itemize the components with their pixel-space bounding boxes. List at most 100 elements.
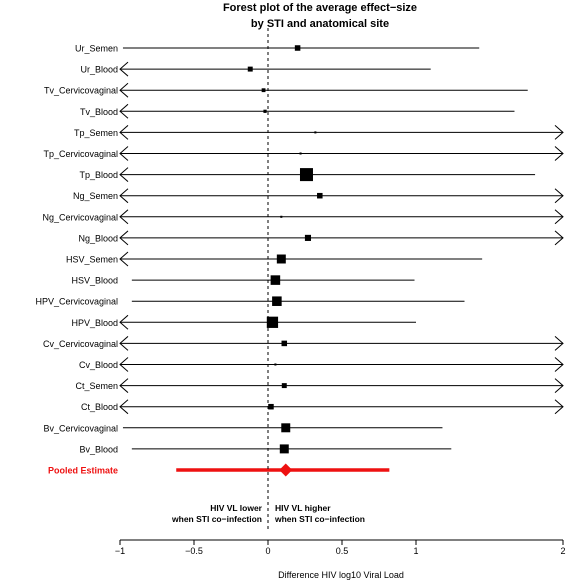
study-row: Cv_Blood xyxy=(79,357,564,372)
effect-size-box xyxy=(276,254,286,264)
annotation-left-line1: HIV VL lower xyxy=(210,503,262,513)
study-row: Ct_Blood xyxy=(81,399,564,415)
ci-left-arrow xyxy=(119,399,129,415)
pooled-estimate-row: Pooled Estimate xyxy=(48,463,390,477)
study-row: Ur_Semen xyxy=(75,44,480,54)
ci-left-arrow xyxy=(119,61,129,77)
effect-size-box xyxy=(263,109,267,113)
ci-left-arrow xyxy=(119,103,129,119)
ci-right-arrow xyxy=(554,146,564,161)
x-tick-label: 2 xyxy=(560,546,565,556)
x-axis: −1 −0.5 0 0.5 1 2 xyxy=(115,539,566,556)
row-label: Bv_Blood xyxy=(79,444,118,454)
effect-size-box xyxy=(304,234,312,241)
ci-left-arrow xyxy=(119,209,129,225)
x-tick-label: 0.5 xyxy=(336,546,349,556)
ci-right-arrow xyxy=(554,125,564,140)
effect-size-box xyxy=(294,45,301,51)
ci-right-arrow xyxy=(554,336,564,351)
study-row: HSV_Blood xyxy=(71,275,415,286)
effect-size-box xyxy=(272,296,282,306)
effect-size-box xyxy=(274,363,277,366)
annotation-left-line2: when STI co−infection xyxy=(171,514,262,524)
effect-size-box xyxy=(279,444,289,454)
effect-size-box xyxy=(314,131,317,134)
study-row: Tv_Blood xyxy=(80,103,515,119)
study-row: HPV_Cervicovaginal xyxy=(35,296,465,307)
row-label: Ng_Cervicovaginal xyxy=(42,212,118,222)
effect-size-box xyxy=(299,152,302,155)
row-label: HSV_Semen xyxy=(66,255,118,265)
study-row: HSV_Semen xyxy=(66,251,483,267)
effect-size-box xyxy=(247,66,253,72)
study-row: Bv_Blood xyxy=(79,444,452,454)
direction-annotations: HIV VL lower when STI co−infection HIV V… xyxy=(171,503,365,524)
study-row: Ng_Cervicovaginal xyxy=(42,209,564,225)
row-label: Ur_Semen xyxy=(75,44,118,54)
chart-title-line1: Forest plot of the average effect−size xyxy=(223,2,417,14)
study-row: Tv_Cervicovaginal xyxy=(44,82,528,98)
study-row: Tp_Blood xyxy=(79,167,536,182)
effect-size-box xyxy=(281,383,287,389)
ci-right-arrow xyxy=(554,188,564,204)
row-label: Ur_Blood xyxy=(80,65,118,75)
row-label: HPV_Cervicovaginal xyxy=(35,297,118,307)
effect-size-box xyxy=(280,215,283,218)
effect-size-box xyxy=(266,316,279,328)
effect-size-box xyxy=(261,88,266,93)
study-row: Ct_Semen xyxy=(75,378,564,393)
ci-right-arrow xyxy=(554,378,564,393)
study-row: Ng_Blood xyxy=(78,230,564,246)
pooled-estimate-label: Pooled Estimate xyxy=(48,466,118,476)
ci-left-arrow xyxy=(119,167,129,182)
ci-left-arrow xyxy=(119,188,129,204)
x-axis-label: Difference HIV log10 Viral Load xyxy=(278,570,404,580)
effect-size-box xyxy=(270,275,281,285)
effect-size-box xyxy=(299,168,313,182)
row-label: Tv_Cervicovaginal xyxy=(44,86,118,96)
ci-left-arrow xyxy=(119,378,129,393)
row-label: Cv_Cervicovaginal xyxy=(43,339,118,349)
ci-right-arrow xyxy=(554,209,564,225)
row-label: HPV_Blood xyxy=(71,318,118,328)
annotation-right-line1: HIV VL higher xyxy=(275,503,331,513)
row-label: Tp_Blood xyxy=(79,170,118,180)
effect-size-box xyxy=(281,340,288,347)
study-row: HPV_Blood xyxy=(71,314,416,330)
chart-title-line2: by STI and anatomical site xyxy=(251,18,389,30)
row-label: Ct_Semen xyxy=(75,381,118,391)
effect-size-box xyxy=(281,423,291,433)
effect-size-box xyxy=(268,403,274,410)
ci-left-arrow xyxy=(119,146,129,161)
pooled-estimate-diamond xyxy=(279,463,293,477)
ci-left-arrow xyxy=(119,251,129,267)
annotation-right-line2: when STI co−infection xyxy=(274,514,365,524)
study-row: Bv_Cervicovaginal xyxy=(43,423,443,433)
ci-right-arrow xyxy=(554,399,564,415)
x-tick-label: 1 xyxy=(413,546,418,556)
study-row: Tp_Cervicovaginal xyxy=(43,146,564,161)
chart-title: Forest plot of the average effect−size b… xyxy=(223,2,417,30)
x-tick-label: −1 xyxy=(115,546,125,556)
row-label: Cv_Blood xyxy=(79,360,118,370)
row-label: Tp_Cervicovaginal xyxy=(43,149,118,159)
ci-right-arrow xyxy=(554,357,564,372)
study-row: Cv_Cervicovaginal xyxy=(43,336,564,351)
row-label: Ng_Semen xyxy=(73,191,118,201)
ci-right-arrow xyxy=(554,230,564,246)
ci-left-arrow xyxy=(119,336,129,351)
row-label: Tv_Blood xyxy=(80,107,118,117)
ci-left-arrow xyxy=(119,82,129,98)
study-rows: Ur_Semen Ur_Blood Tv_Cervicovaginal Tv_Bloo… xyxy=(35,44,564,454)
study-row: Ng_Semen xyxy=(73,188,564,204)
x-tick-label: 0 xyxy=(265,546,270,556)
row-label: Ng_Blood xyxy=(78,233,118,243)
ci-left-arrow xyxy=(119,125,129,140)
study-row: Ur_Blood xyxy=(80,61,431,77)
x-tick-label: −0.5 xyxy=(185,546,203,556)
ci-left-arrow xyxy=(119,230,129,246)
ci-left-arrow xyxy=(119,357,129,372)
row-label: HSV_Blood xyxy=(71,276,118,286)
effect-size-box xyxy=(317,192,323,199)
